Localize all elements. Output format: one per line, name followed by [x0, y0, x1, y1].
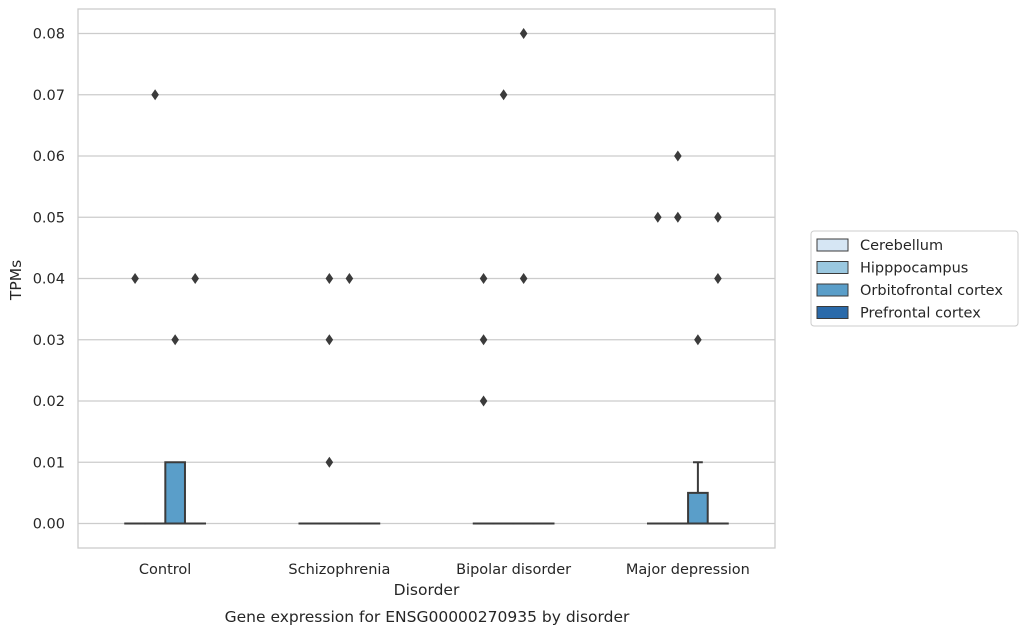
y-axis-tick-labels: 0.00 0.01 0.02 0.03 0.04 0.05 0.06 0.07 0.08	[33, 27, 65, 533]
outlier-point	[674, 211, 682, 223]
y-tick-label-5: 0.05	[33, 210, 65, 226]
x-axis-tick-labels: Control Schizophrenia Bipolar disorder Majo…	[139, 562, 750, 578]
box-elements	[124, 461, 729, 525]
outlier-point	[325, 334, 334, 346]
outlier-point	[479, 395, 488, 407]
outlier-point	[171, 334, 179, 346]
outlier-point	[479, 273, 488, 284]
legend-swatch-1	[816, 261, 849, 274]
outlier-point	[519, 28, 528, 39]
outlier-points	[131, 28, 722, 468]
outlier-point	[325, 273, 334, 284]
y-tick-label-2: 0.02	[33, 394, 65, 410]
legend-swatch-0	[816, 238, 849, 252]
y-tick-label-6: 0.06	[33, 149, 65, 165]
outlier-point	[479, 334, 488, 346]
legend-swatch-3	[816, 306, 849, 319]
outlier-point	[131, 273, 139, 284]
y-tick-label-7: 0.07	[33, 88, 65, 104]
box-2-3	[687, 491, 709, 525]
y-tick-label-0: 0.00	[33, 517, 65, 533]
outlier-point	[519, 273, 528, 284]
x-tick-label-3: Major depression	[626, 562, 750, 578]
outlier-point	[151, 89, 159, 101]
legend-label-3: Prefrontal cortex	[860, 306, 981, 322]
y-tick-label-1: 0.01	[33, 455, 65, 471]
x-tick-label-1: Schizophrenia	[288, 562, 390, 578]
outlier-point	[674, 150, 682, 162]
outlier-point	[345, 273, 354, 284]
plot-area-frame	[77, 8, 776, 549]
legend-swatch-2	[816, 283, 849, 297]
outlier-point	[714, 273, 722, 284]
legend: Cerebellum Hipppocampus Orbitofrontal cort…	[810, 230, 1019, 327]
outlier-point	[191, 273, 199, 284]
gridlines	[78, 32, 775, 525]
legend-label-2: Orbitofrontal cortex	[860, 283, 1003, 299]
outlier-point	[325, 456, 334, 468]
x-tick-label-2: Bipolar disorder	[456, 562, 571, 578]
x-axis-title: Disorder	[394, 581, 460, 599]
y-tick-label-8: 0.08	[33, 27, 65, 43]
chart-caption: Gene expression for ENSG00000270935 by d…	[225, 608, 630, 626]
outlier-point	[654, 211, 662, 223]
outlier-point	[714, 211, 722, 223]
outlier-point	[694, 334, 702, 346]
x-tick-label-0: Control	[139, 562, 191, 578]
y-tick-label-4: 0.04	[33, 272, 65, 288]
outlier-point	[499, 89, 508, 101]
y-tick-label-3: 0.03	[33, 333, 65, 349]
box-2-0	[164, 461, 186, 525]
legend-label-0: Cerebellum	[860, 238, 943, 254]
legend-label-1: Hipppocampus	[860, 261, 968, 277]
legend-frame	[810, 230, 1019, 327]
y-axis-title: TPMs	[7, 260, 25, 301]
